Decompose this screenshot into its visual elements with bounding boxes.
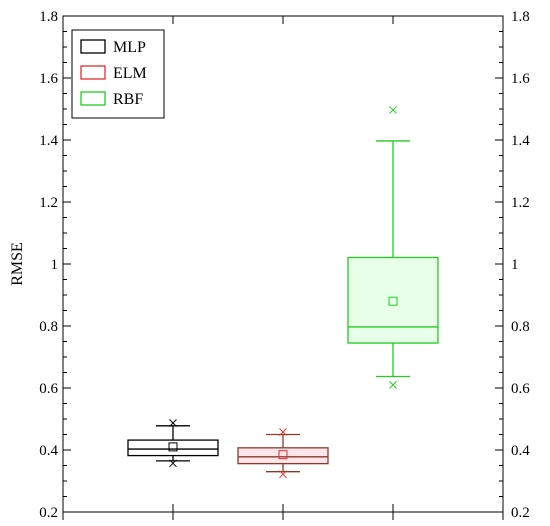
legend-swatch-rbf (80, 91, 106, 106)
max-marker (389, 106, 397, 114)
box-mlp (127, 419, 219, 468)
y-tick-label-left: 0.2 (39, 505, 58, 521)
mean-marker (388, 296, 398, 306)
y-tick-label-right: 1.2 (511, 195, 530, 211)
min-marker (279, 470, 287, 479)
legend-label-mlp: MLP (113, 39, 146, 56)
y-tick-label-left: 0.8 (39, 319, 58, 335)
y-tick-label-left: 1.2 (39, 195, 58, 211)
legend: MLP ELM RBF (71, 29, 165, 119)
y-tick-label-left: 1.4 (39, 133, 58, 149)
y-tick-label-left: 0.4 (39, 443, 58, 459)
box-elm (237, 428, 329, 479)
box-body (347, 256, 439, 344)
mean-marker (168, 442, 178, 452)
y-tick-label-right: 1.6 (511, 71, 530, 87)
y-axis-title: RMSE (9, 242, 26, 286)
legend-label-rbf: RBF (113, 91, 143, 108)
legend-swatch-elm (80, 65, 106, 80)
y-tick-label-right: 0.2 (511, 505, 530, 521)
y-tick-label-right: 1.4 (511, 133, 530, 149)
y-tick-label-left: 1.8 (39, 9, 58, 25)
y-tick-label-right: 0.8 (511, 319, 530, 335)
y-tick-label-left: 1.6 (39, 71, 58, 87)
y-tick-label-left: 1 (51, 257, 59, 273)
plot-layer: 0.2 0.2 0.4 0.4 0.6 0.6 0.8 0.8 1 1 1.2 1.2 1.4 1.4 1.… (39, 9, 530, 521)
y-tick-label-right: 1.8 (511, 9, 530, 25)
y-tick-label-right: 1 (511, 257, 519, 273)
max-marker (169, 419, 177, 427)
box-rbf (347, 106, 439, 389)
y-tick-label-right: 0.6 (511, 381, 530, 397)
y-tick-label-right: 0.4 (511, 443, 530, 459)
y-tick-label-left: 0.6 (39, 381, 58, 397)
legend-swatch-mlp (80, 39, 106, 54)
min-marker (169, 459, 177, 468)
max-marker (279, 428, 287, 436)
legend-label-elm: ELM (113, 65, 147, 82)
min-marker (389, 381, 397, 389)
mean-marker (278, 450, 288, 460)
